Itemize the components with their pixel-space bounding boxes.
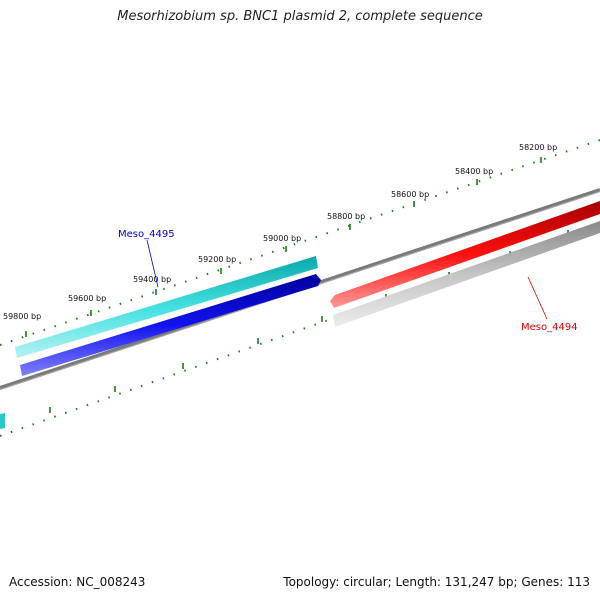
ruler-tick-label: 59200 bp — [198, 255, 236, 264]
gene-meso-4495-bar[interactable] — [20, 274, 321, 376]
outer-ruler-labels: 58200 bp 58400 bp 58600 bp 58800 bp 59000 bp… — [3, 143, 557, 321]
outer-ruler-major-ticks — [25, 157, 542, 337]
summary-text: Topology: circular; Length: 131,247 bp; … — [283, 575, 590, 589]
gene-meso-4495-leader — [146, 239, 159, 288]
ruler-tick-label: 59800 bp — [3, 312, 41, 321]
gene-meso-4494-bar[interactable] — [330, 201, 600, 308]
ruler-tick-label: 59400 bp — [133, 275, 171, 284]
map-title: Mesorhizobium sp. BNC1 plasmid 2, comple… — [117, 9, 483, 24]
outer-ruler: 58200 bp 58400 bp 58600 bp 58800 bp 59000 bp… — [0, 139, 600, 346]
cds-forward-bar[interactable] — [15, 256, 318, 358]
ruler-tick-label: 58600 bp — [391, 190, 429, 199]
ruler-tick-label: 58800 bp — [327, 212, 365, 221]
gene-meso-4494-leader — [527, 276, 548, 320]
ruler-tick-label: 58400 bp — [455, 167, 493, 176]
accession-text: Accession: NC_008243 — [9, 575, 146, 589]
gene-meso-4494-label[interactable]: Meso_4494 — [521, 322, 578, 333]
gene-meso-4495-label[interactable]: Meso_4495 — [118, 229, 175, 240]
cds-reverse-bar[interactable] — [333, 221, 600, 327]
cds-forward-fragment — [0, 413, 5, 429]
ruler-tick-label: 59000 bp — [263, 234, 301, 243]
ruler-tick-label: 59600 bp — [68, 294, 106, 303]
ruler-tick-label: 58200 bp — [519, 143, 557, 152]
